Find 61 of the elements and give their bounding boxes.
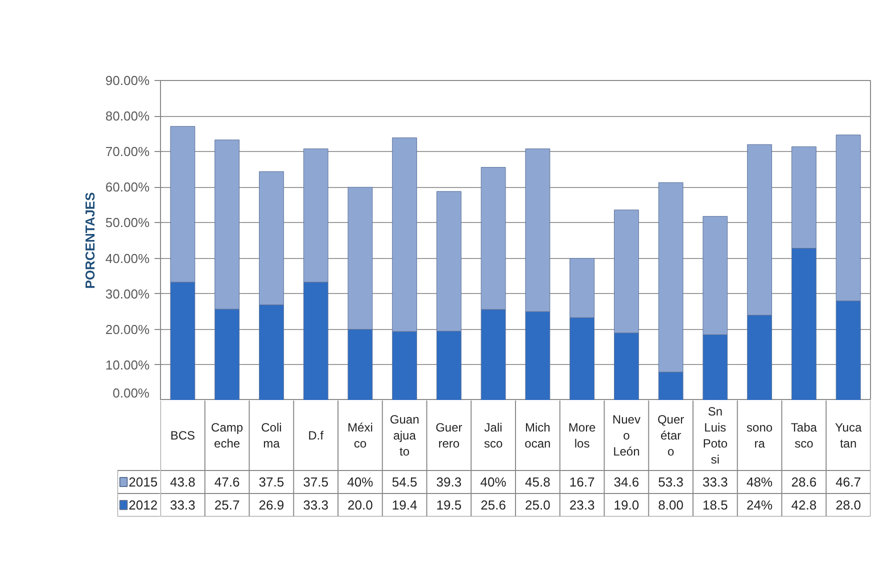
x-tick-label: Guanajuato [390, 412, 420, 459]
data-label: 33.3 [702, 474, 728, 490]
data-label: 40% [347, 474, 374, 490]
legend-label: 2015 [128, 474, 158, 490]
data-label: 19.5 [436, 498, 462, 512]
y-tick-label: 80.00% [105, 108, 150, 124]
data-label: 23.3 [569, 498, 595, 512]
y-tick-label: 50.00% [105, 215, 150, 230]
x-tick-label: BCS [170, 428, 196, 442]
data-label: 24% [746, 498, 774, 512]
data-label: 54.5 [392, 474, 418, 490]
data-label: 46.7 [836, 474, 861, 490]
x-tick-label: Tabasco [790, 420, 818, 451]
y-tick-label: 20.00% [105, 322, 150, 337]
x-tick-label: sonora [746, 420, 773, 451]
y-tick-label: 40.00% [105, 250, 150, 266]
y-tick-label: 0.00% [112, 386, 150, 400]
data-label: 34.6 [614, 474, 640, 490]
y-tick-label: 60.00% [105, 180, 150, 195]
data-label: 48% [746, 474, 774, 490]
y-tick-label: 70.00% [105, 144, 150, 160]
x-tick-label: México [348, 420, 373, 451]
x-tick-label: Jalisco [484, 420, 503, 451]
x-tick-label: D.f [308, 428, 324, 442]
x-tick-label: Nuevo León [612, 412, 640, 459]
data-label: 25.0 [525, 498, 550, 512]
legend-label: 2012 [128, 498, 158, 512]
x-tick-label: Morelos [568, 420, 596, 451]
data-label: 53.3 [658, 474, 684, 490]
data-label: 45.8 [525, 474, 550, 490]
data-label: 39.3 [436, 474, 462, 490]
y-tick-label: 90.00% [105, 73, 150, 88]
y-tick-label: 30.00% [105, 286, 150, 302]
data-label: 28.0 [836, 498, 861, 512]
y-axis-title: PORCENTAJES [82, 192, 98, 289]
x-tick-label: Colima [261, 420, 282, 451]
data-label: 40% [480, 474, 507, 490]
data-label: 37.5 [258, 474, 284, 490]
data-label: 33.3 [303, 498, 328, 512]
data-label: 19.0 [614, 498, 640, 512]
data-label: 47.6 [214, 474, 240, 490]
data-label: 8.00 [658, 498, 684, 512]
data-label: 42.8 [791, 498, 817, 512]
data-label: 33.3 [170, 498, 196, 512]
x-tick-label: Sn Luis Potosi [702, 404, 728, 467]
x-tick-label: Querétaro [657, 412, 684, 459]
data-label: 25.7 [214, 498, 240, 512]
data-label: 37.5 [303, 474, 328, 490]
data-label: 26.9 [258, 498, 284, 512]
y-tick-label: 10.00% [105, 357, 150, 372]
x-tick-label: Michocan [524, 420, 551, 451]
data-label: 18.5 [702, 498, 728, 512]
data-label: 20.0 [348, 498, 373, 512]
data-label: 43.8 [170, 474, 196, 490]
x-tick-label: Campeche [211, 420, 244, 451]
data-label: 28.6 [791, 474, 817, 490]
x-tick-label: Yucatan [834, 420, 862, 451]
x-tick-label: Guerrero [436, 420, 462, 451]
data-label: 25.6 [480, 498, 506, 512]
data-label: 19.4 [392, 498, 418, 512]
data-label: 16.7 [569, 474, 595, 490]
